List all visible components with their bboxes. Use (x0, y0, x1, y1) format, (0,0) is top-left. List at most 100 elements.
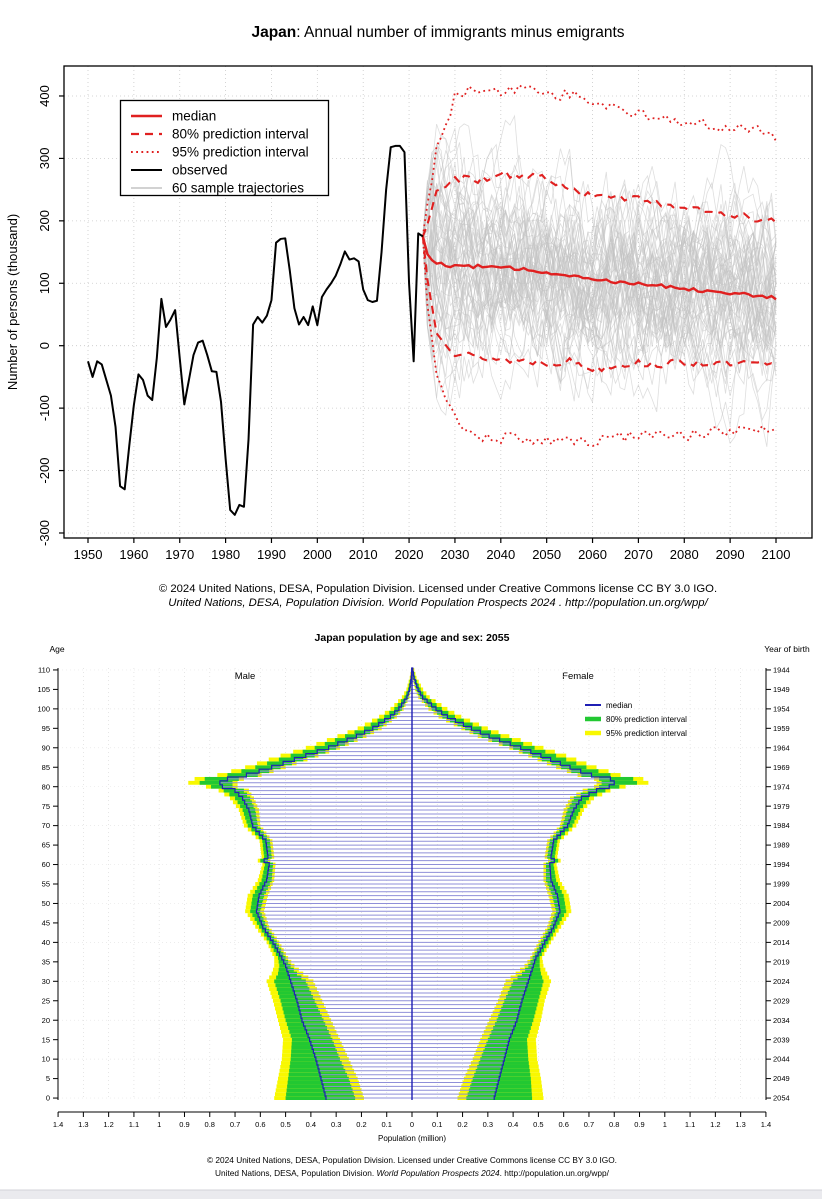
migration-y-tick-label: -300 (37, 520, 52, 546)
pyramid-x-tick-label: 0.1 (382, 1120, 392, 1129)
migration-x-tick-label: 1960 (119, 547, 148, 562)
pyramid-birthyear-tick-label: 1999 (773, 880, 790, 889)
pyramid-x-tick-label: 1.3 (78, 1120, 88, 1129)
pyramid-x-tick-label: 1 (663, 1120, 667, 1129)
pyramid-footer-line2-b: World Population Prospects 2024 (376, 1168, 500, 1178)
migration-x-tick-label: 2040 (486, 547, 515, 562)
pyramid-legend-pi80-label: 80% prediction interval (606, 715, 687, 724)
pyramid-age-tick-label: 85 (42, 763, 50, 772)
pi80-lower-line (421, 236, 777, 373)
pyramid-chart: Japan population by age and sex: 2055 Ag… (37, 632, 810, 1178)
pyramid-age-tick-label: 80 (42, 782, 50, 791)
pyramid-birthyear-tick-label: 1954 (773, 704, 790, 713)
pyramid-birthyear-tick-label: 2049 (773, 1074, 790, 1083)
sample-trajectory (422, 172, 777, 398)
pyramid-birthyear-tick-label: 1989 (773, 841, 790, 850)
migration-y-tick-label: 100 (37, 272, 52, 294)
migration-axes: 1950 1960 1970 1980 1990 2000 2010 2020 2030 2040… (37, 85, 790, 562)
legend-trajectories-label: 60 sample trajectories (172, 181, 304, 196)
migration-x-tick-label: 1990 (257, 547, 286, 562)
migration-title-country: Japan (251, 24, 296, 41)
sample-trajectory (422, 214, 777, 356)
migration-chart: Japan: Annual number of immigrants minus… (5, 24, 813, 609)
legend-pi95-label: 95% prediction interval (172, 145, 309, 160)
migration-x-tick-label: 1970 (165, 547, 194, 562)
pyramid-birthyear-tick-label: 1974 (773, 782, 790, 791)
sample-trajectory (422, 171, 777, 394)
migration-x-tick-label: 1980 (211, 547, 240, 562)
pyramid-age-tick-label: 60 (42, 860, 50, 869)
migration-x-tick-label: 2020 (395, 547, 424, 562)
pyramid-birthyear-tick-label: 1959 (773, 724, 790, 733)
legend-median-label: median (172, 109, 216, 124)
pyramid-x-tick-label: 0.2 (356, 1120, 366, 1129)
pyramid-footer-line2-a: United Nations, DESA, Population Divisio… (215, 1168, 376, 1178)
pyramid-x-tick-label: 0.6 (558, 1120, 568, 1129)
pyramid-age-tick-label: 10 (42, 1055, 50, 1064)
pyramid-age-tick-label: 70 (42, 821, 50, 830)
pyramid-age-tick-label: 50 (42, 899, 50, 908)
observed-line (87, 144, 424, 516)
pyramid-birthyear-tick-label: 2009 (773, 919, 790, 928)
pyramid-age-tick-label: 105 (37, 685, 50, 694)
pyramid-birthyear-tick-label: 2004 (773, 899, 790, 908)
migration-x-tick-label: 2080 (670, 547, 699, 562)
pyramid-birthyear-tick-label: 1979 (773, 802, 790, 811)
pyramid-x-tick-label: 0.9 (634, 1120, 644, 1129)
sample-trajectory (422, 188, 777, 416)
pyramid-age-tick-label: 95 (42, 724, 50, 733)
pyramid-birthyear-tick-label: 2039 (773, 1035, 790, 1044)
pyramid-age-tick-label: 15 (42, 1035, 50, 1044)
migration-x-tick-label: 2070 (624, 547, 653, 562)
pyramid-age-tick-label: 0 (46, 1094, 50, 1103)
pyramid-male-label: Male (235, 671, 256, 682)
sample-trajectory (422, 144, 777, 351)
pyramid-age-tick-label: 30 (42, 977, 50, 986)
pyramid-legend-median-label: median (606, 701, 632, 710)
pyramid-x-tick-label: 1.2 (103, 1120, 113, 1129)
pyramid-age-tick-label: 75 (42, 802, 50, 811)
pyramid-x-tick-label: 1.1 (685, 1120, 695, 1129)
migration-x-tick-label: 2000 (303, 547, 332, 562)
pyramid-x-tick-label: 1 (157, 1120, 161, 1129)
pyramid-legend-pi95-label: 95% prediction interval (606, 729, 687, 738)
pyramid-x-tick-label: 0.1 (432, 1120, 442, 1129)
pyramid-age-tick-label: 25 (42, 996, 50, 1005)
pyramid-birthyear-tick-label: 1994 (773, 860, 790, 869)
pyramid-birthyear-tick-label: 2029 (773, 996, 790, 1005)
pyramid-x-tick-label: 0.3 (331, 1120, 341, 1129)
pyramid-birthyear-tick-label: 2034 (773, 1016, 790, 1025)
migration-y-tick-label: -200 (37, 458, 52, 484)
migration-x-tick-label: 2030 (440, 547, 469, 562)
legend-observed-label: observed (172, 163, 228, 178)
migration-y-tick-label: -100 (37, 395, 52, 421)
migration-y-tick-label: 200 (37, 210, 52, 232)
legend-pi80-label: 80% prediction interval (172, 127, 309, 142)
sample-trajectory (422, 180, 777, 354)
sample-trajectory (422, 134, 777, 364)
female-median-outline (412, 667, 615, 1100)
migration-x-tick-label: 2060 (578, 547, 607, 562)
pyramid-birthyear-tick-label: 1944 (773, 666, 790, 675)
pyramid-legend: median 80% prediction interval 95% predi… (585, 701, 687, 738)
sample-trajectory (422, 188, 777, 346)
migration-title-rest: : Annual number of immigrants minus emig… (296, 24, 624, 41)
pyramid-age-tick-label: 35 (42, 957, 50, 966)
pyramid-x-tick-label: 0.5 (280, 1120, 290, 1129)
sample-trajectory (422, 182, 777, 413)
sample-trajectory (422, 189, 777, 378)
sample-trajectory (422, 194, 777, 381)
pyramid-birthyear-tick-label: 1964 (773, 743, 790, 752)
migration-x-tick-label: 2100 (762, 547, 791, 562)
migration-plot-area: 1950 1960 1970 1980 1990 2000 2010 2020 2030 2040… (37, 65, 813, 562)
pyramid-chart-title: Japan population by age and sex: 2055 (315, 632, 510, 644)
pyramid-footer-line1: © 2024 United Nations, DESA, Population … (207, 1155, 617, 1165)
migration-y-tick-label: 300 (37, 148, 52, 170)
migration-chart-title: Japan: Annual number of immigrants minus… (251, 24, 624, 41)
pyramid-x-tick-label: 1.1 (129, 1120, 139, 1129)
pi80-upper-line (421, 169, 777, 237)
migration-x-tick-label: 2010 (349, 547, 378, 562)
pyramid-birthyear-tick-label: 1984 (773, 821, 790, 830)
